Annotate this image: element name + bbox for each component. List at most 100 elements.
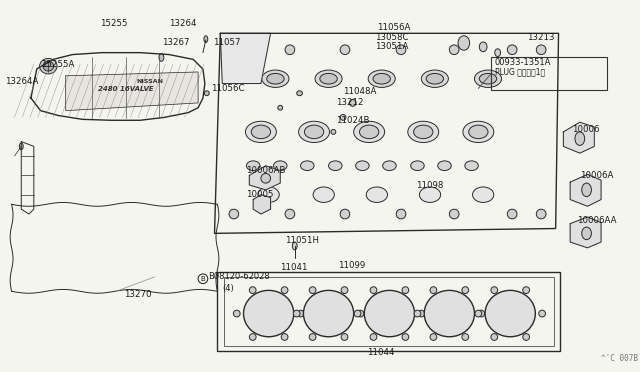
Ellipse shape <box>340 45 350 55</box>
Ellipse shape <box>396 45 406 55</box>
Ellipse shape <box>408 121 439 142</box>
Ellipse shape <box>582 183 591 197</box>
Text: 2480 16VALVE: 2480 16VALVE <box>98 86 154 92</box>
Ellipse shape <box>341 334 348 340</box>
Ellipse shape <box>204 91 209 96</box>
Ellipse shape <box>536 209 546 219</box>
Text: 15255: 15255 <box>100 19 127 28</box>
Ellipse shape <box>303 291 354 337</box>
Ellipse shape <box>309 287 316 294</box>
Ellipse shape <box>370 334 377 340</box>
Ellipse shape <box>465 161 478 170</box>
Ellipse shape <box>273 161 287 170</box>
Text: 11098: 11098 <box>415 180 443 189</box>
Ellipse shape <box>299 121 330 142</box>
Text: 13264A: 13264A <box>5 77 38 86</box>
Ellipse shape <box>478 310 484 317</box>
Ellipse shape <box>475 310 482 317</box>
Ellipse shape <box>424 291 474 337</box>
Ellipse shape <box>430 334 436 340</box>
Ellipse shape <box>229 45 239 55</box>
Ellipse shape <box>285 209 295 219</box>
Text: (4): (4) <box>222 284 234 293</box>
Ellipse shape <box>491 287 498 294</box>
Text: 10006AB: 10006AB <box>246 166 286 175</box>
Text: ^'C 007B: ^'C 007B <box>601 355 638 363</box>
Ellipse shape <box>368 70 396 87</box>
Ellipse shape <box>354 121 385 142</box>
Text: B08120-62028: B08120-62028 <box>208 272 269 281</box>
Ellipse shape <box>331 129 336 134</box>
Ellipse shape <box>402 334 409 340</box>
Text: 13270: 13270 <box>124 290 151 299</box>
Ellipse shape <box>462 334 468 340</box>
Ellipse shape <box>357 310 364 317</box>
Ellipse shape <box>430 287 436 294</box>
Polygon shape <box>570 174 601 206</box>
Text: PLUG プラグ（1）: PLUG プラグ（1） <box>495 67 545 77</box>
Ellipse shape <box>426 73 444 84</box>
Text: 11048A: 11048A <box>343 87 376 96</box>
Ellipse shape <box>523 287 529 294</box>
Ellipse shape <box>246 121 276 142</box>
Text: 11056A: 11056A <box>377 23 410 32</box>
Text: 10006A: 10006A <box>580 171 613 180</box>
Ellipse shape <box>438 161 451 170</box>
Ellipse shape <box>301 161 314 170</box>
Ellipse shape <box>43 61 54 71</box>
Ellipse shape <box>159 54 164 61</box>
Ellipse shape <box>252 125 271 139</box>
Ellipse shape <box>364 291 415 337</box>
Ellipse shape <box>19 143 23 150</box>
Ellipse shape <box>508 209 517 219</box>
Ellipse shape <box>419 187 441 202</box>
Ellipse shape <box>262 70 289 87</box>
Text: 11024B: 11024B <box>336 116 370 125</box>
Polygon shape <box>220 33 271 84</box>
Ellipse shape <box>250 287 256 294</box>
Text: 00933-1351A: 00933-1351A <box>495 58 551 67</box>
Text: 10006: 10006 <box>572 125 600 134</box>
Ellipse shape <box>292 242 297 250</box>
Ellipse shape <box>472 187 494 202</box>
Text: 11051H: 11051H <box>285 235 319 245</box>
Ellipse shape <box>315 70 342 87</box>
Ellipse shape <box>261 173 271 183</box>
Polygon shape <box>253 195 271 214</box>
Ellipse shape <box>508 45 517 55</box>
Ellipse shape <box>250 334 256 340</box>
Polygon shape <box>563 122 595 153</box>
Text: 11056C: 11056C <box>211 84 244 93</box>
Text: 11044: 11044 <box>367 348 395 357</box>
Polygon shape <box>66 72 198 110</box>
Ellipse shape <box>485 291 535 337</box>
Ellipse shape <box>267 73 284 84</box>
Ellipse shape <box>258 187 279 202</box>
Text: B: B <box>200 276 205 282</box>
Ellipse shape <box>278 105 283 110</box>
Ellipse shape <box>293 310 300 317</box>
Ellipse shape <box>536 45 546 55</box>
Ellipse shape <box>421 70 449 87</box>
Ellipse shape <box>341 287 348 294</box>
Text: 13213: 13213 <box>527 33 554 42</box>
Ellipse shape <box>523 334 529 340</box>
Ellipse shape <box>234 310 240 317</box>
Ellipse shape <box>539 310 545 317</box>
Text: 13051A: 13051A <box>375 42 408 51</box>
Ellipse shape <box>479 42 487 52</box>
Text: 10006AA: 10006AA <box>577 216 616 225</box>
Text: 11041: 11041 <box>280 263 308 272</box>
Ellipse shape <box>463 121 494 142</box>
Polygon shape <box>250 166 280 190</box>
Ellipse shape <box>414 310 421 317</box>
Ellipse shape <box>281 287 288 294</box>
Text: 13212: 13212 <box>336 99 364 108</box>
Ellipse shape <box>281 334 288 340</box>
Ellipse shape <box>462 287 468 294</box>
Ellipse shape <box>383 161 396 170</box>
Text: NISSAN: NISSAN <box>136 79 163 84</box>
Ellipse shape <box>449 209 459 219</box>
Ellipse shape <box>449 45 459 55</box>
Ellipse shape <box>340 115 346 120</box>
